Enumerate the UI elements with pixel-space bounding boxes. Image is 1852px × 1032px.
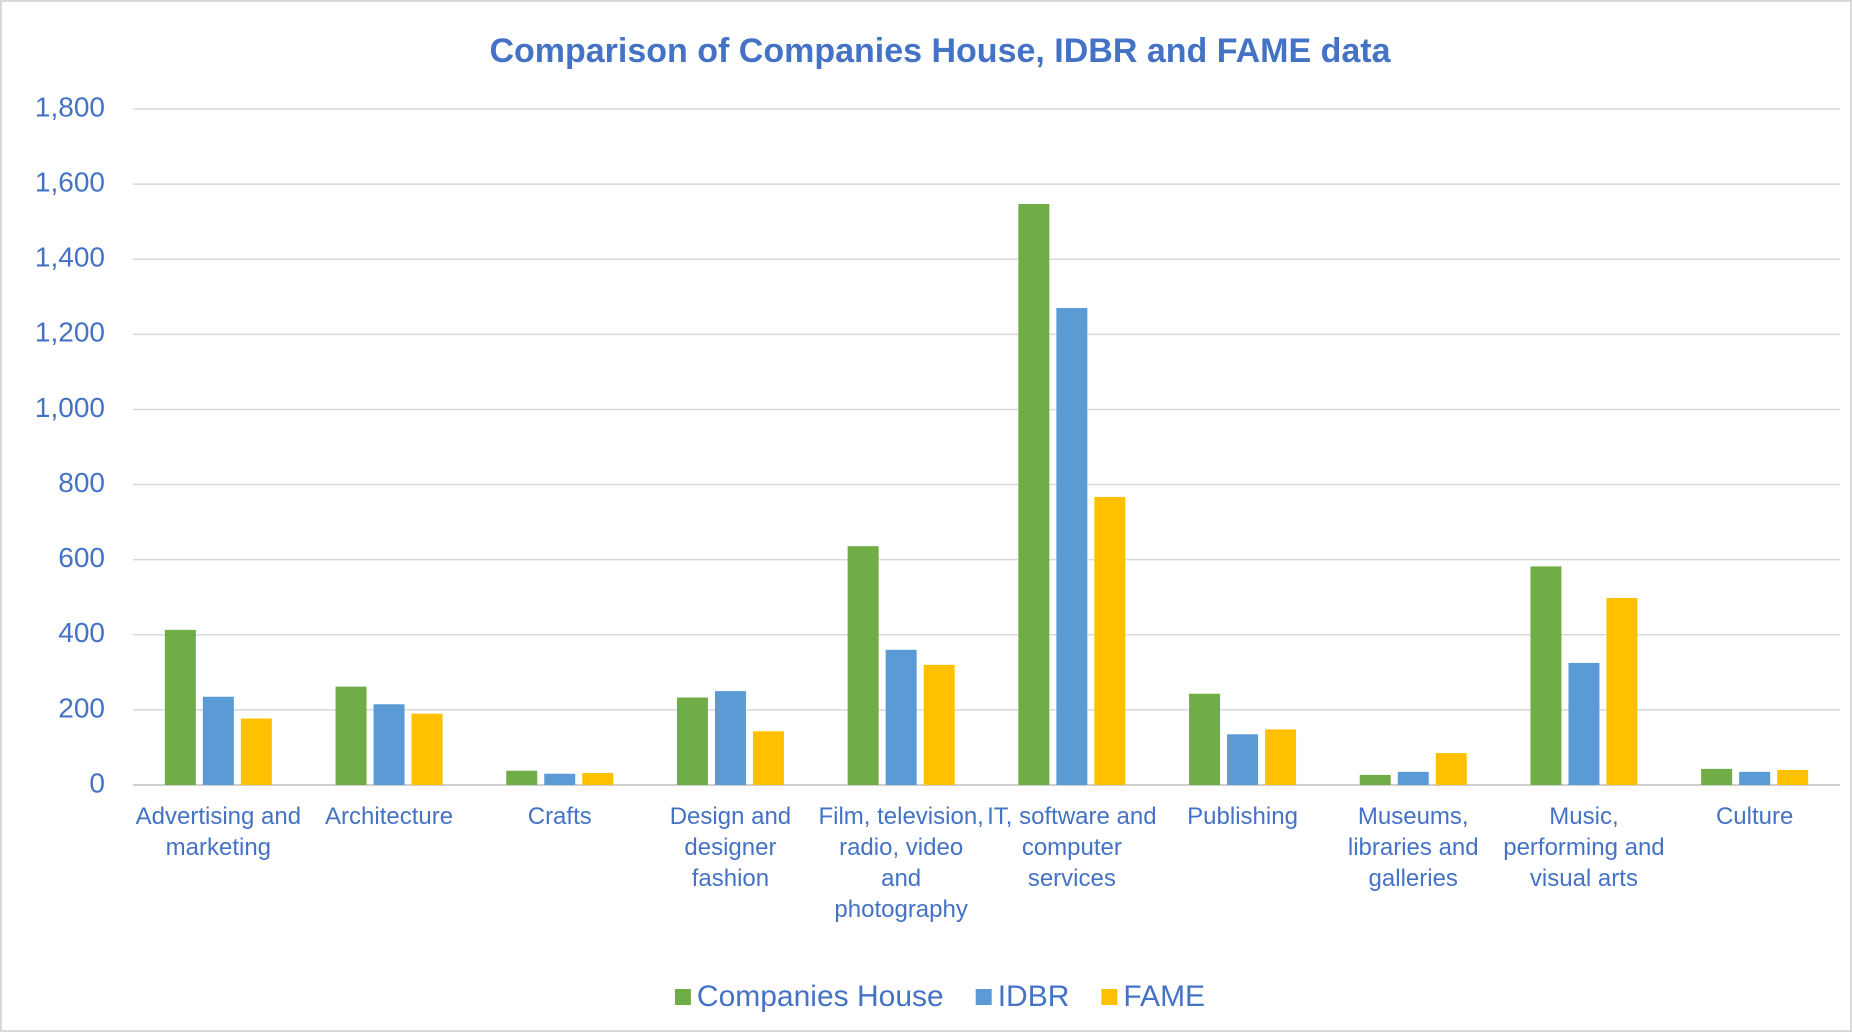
y-tick-label: 1,800	[35, 91, 105, 122]
x-tick-label: Museums, libraries and galleries	[1347, 803, 1479, 892]
bar	[1435, 753, 1467, 785]
bar	[1227, 734, 1259, 785]
bar	[1189, 693, 1221, 785]
bar	[714, 691, 746, 785]
bar	[1701, 768, 1733, 785]
y-tick-label: 1,200	[35, 317, 105, 348]
legend-swatch	[975, 989, 992, 1005]
bar	[1018, 204, 1050, 785]
bar	[240, 718, 272, 785]
y-tick-label: 1,400	[35, 242, 105, 273]
y-tick-label: 0	[89, 767, 105, 798]
chart-title: Comparison of Companies House, IDBR and …	[489, 32, 1391, 70]
bar	[1056, 308, 1088, 785]
bar	[1606, 597, 1638, 785]
x-tick-label: Film, television, radio, video and photo…	[818, 803, 984, 923]
x-tick-label: Music, performing and visual arts	[1503, 803, 1665, 892]
bar	[582, 772, 614, 785]
y-tick-label: 800	[58, 467, 105, 498]
y-tick-label: 1,600	[35, 167, 105, 198]
bar	[164, 629, 196, 785]
x-tick-label: Publishing	[1187, 803, 1298, 830]
bar	[1568, 662, 1600, 785]
x-tick-label: Design and designer fashion	[669, 803, 792, 892]
y-tick-label: 600	[58, 542, 105, 573]
legend-label: FAME	[1123, 980, 1205, 1013]
bar	[335, 686, 367, 785]
legend-label: IDBR	[998, 980, 1070, 1013]
bar	[1094, 496, 1126, 785]
bar	[1359, 774, 1391, 785]
legend-swatch	[674, 989, 691, 1005]
bar	[847, 546, 879, 785]
bar	[752, 731, 784, 785]
x-tick-label: Culture	[1715, 803, 1794, 830]
x-tick-label: Architecture	[325, 803, 454, 830]
bar	[923, 664, 955, 785]
bar	[411, 713, 443, 785]
bar	[1777, 769, 1809, 785]
bar	[506, 770, 538, 785]
legend-label: Companies House	[697, 980, 944, 1013]
y-tick-label: 1,000	[35, 392, 105, 423]
x-tick-label: Advertising and marketing	[135, 803, 302, 861]
y-tick-label: 200	[58, 692, 105, 723]
bar	[885, 649, 917, 785]
bar	[1397, 771, 1429, 785]
legend-swatch	[1101, 989, 1118, 1005]
x-tick-label: IT, software and computer services	[987, 803, 1157, 892]
bar	[373, 704, 405, 785]
x-tick-label: Crafts	[527, 803, 592, 830]
bar	[202, 696, 234, 785]
bar	[1530, 566, 1562, 785]
bar	[676, 697, 708, 785]
bar	[1739, 771, 1771, 785]
bar	[544, 773, 576, 785]
bar	[1265, 729, 1297, 785]
y-tick-label: 400	[58, 617, 105, 648]
